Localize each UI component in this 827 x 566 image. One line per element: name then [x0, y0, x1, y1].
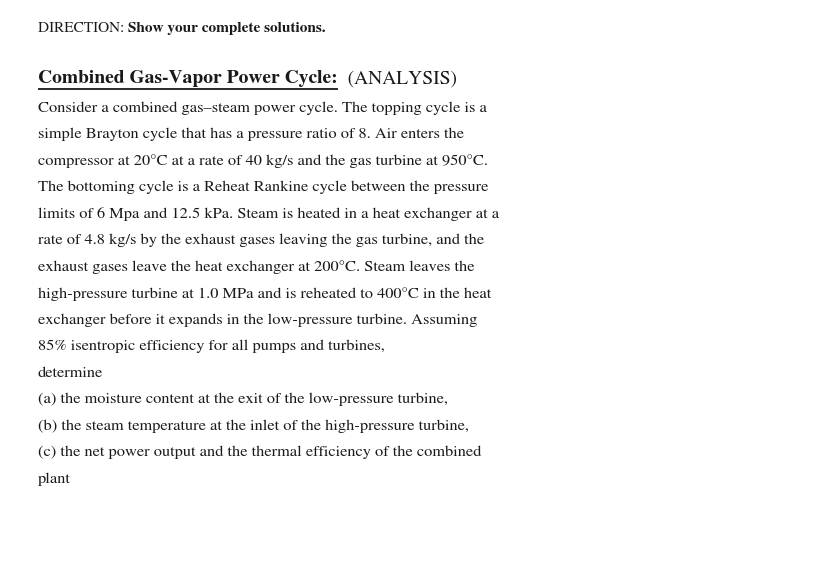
Text: compressor at 20°C at a rate of 40 kg/s and the gas turbine at 950°C.: compressor at 20°C at a rate of 40 kg/s …: [38, 155, 487, 168]
Text: (ANALYSIS): (ANALYSIS): [337, 70, 456, 87]
Text: exchanger before it expands in the low-pressure turbine. Assuming: exchanger before it expands in the low-p…: [38, 313, 477, 327]
Text: (c) the net power output and the thermal efficiency of the combined: (c) the net power output and the thermal…: [38, 446, 480, 459]
Text: The bottoming cycle is a Reheat Rankine cycle between the pressure: The bottoming cycle is a Reheat Rankine …: [38, 181, 488, 194]
Text: DIRECTION:: DIRECTION:: [38, 22, 128, 36]
Text: Consider a combined gas–steam power cycle. The topping cycle is a: Consider a combined gas–steam power cycl…: [38, 101, 486, 115]
Text: (a) the moisture content at the exit of the low-pressure turbine,: (a) the moisture content at the exit of …: [38, 393, 447, 406]
Text: (b) the steam temperature at the inlet of the high-pressure turbine,: (b) the steam temperature at the inlet o…: [38, 419, 468, 432]
Text: high-pressure turbine at 1.0 MPa and is reheated to 400°C in the heat: high-pressure turbine at 1.0 MPa and is …: [38, 287, 490, 301]
Text: 85% isentropic efficiency for all pumps and turbines,: 85% isentropic efficiency for all pumps …: [38, 340, 385, 353]
Text: Combined Gas-Vapor Power Cycle:: Combined Gas-Vapor Power Cycle:: [38, 70, 337, 87]
Text: exhaust gases leave the heat exchanger at 200°C. Steam leaves the: exhaust gases leave the heat exchanger a…: [38, 260, 474, 274]
Text: Show your complete solutions.: Show your complete solutions.: [128, 22, 326, 35]
Text: simple Brayton cycle that has a pressure ratio of 8. Air enters the: simple Brayton cycle that has a pressure…: [38, 128, 463, 141]
Text: rate of 4.8 kg/s by the exhaust gases leaving the gas turbine, and the: rate of 4.8 kg/s by the exhaust gases le…: [38, 234, 484, 247]
Text: plant: plant: [38, 472, 71, 486]
Text: limits of 6 Mpa and 12.5 kPa. Steam is heated in a heat exchanger at a: limits of 6 Mpa and 12.5 kPa. Steam is h…: [38, 207, 499, 221]
Text: determine: determine: [38, 366, 103, 380]
